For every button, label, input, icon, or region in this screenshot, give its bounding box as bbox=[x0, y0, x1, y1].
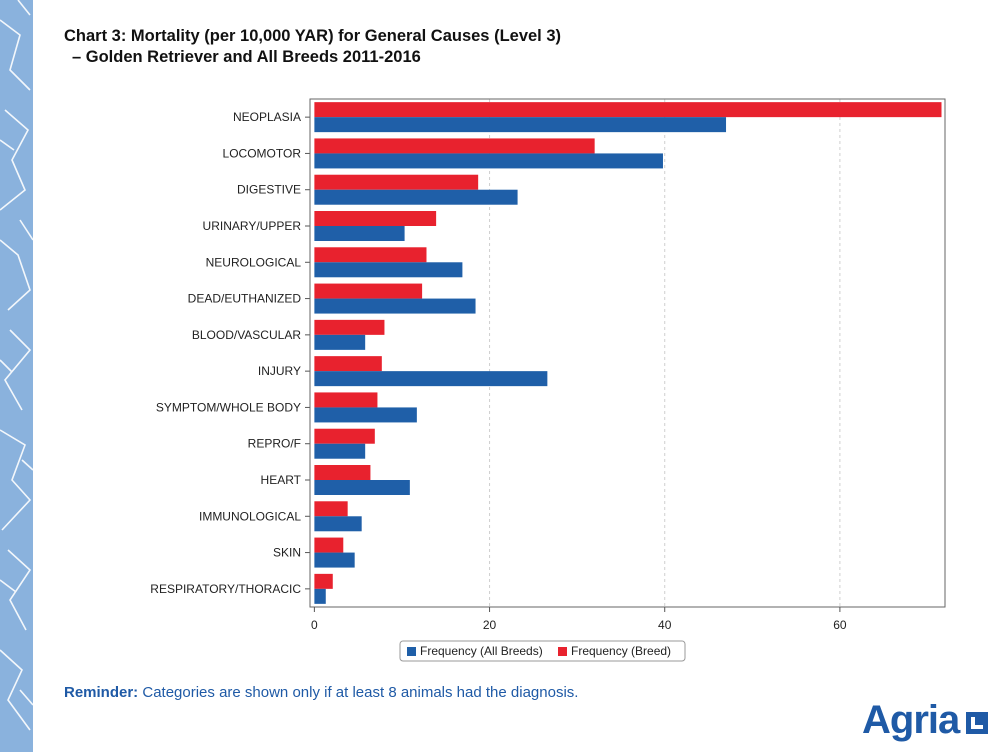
y-tick-label-heart: HEART bbox=[261, 473, 302, 487]
bar-breed-blood-vascular bbox=[314, 319, 385, 335]
legend-box bbox=[399, 640, 686, 662]
bar-all-breeds-dead-euthanized bbox=[314, 298, 476, 314]
y-tick-label-respiratory-thoracic: RESPIRATORY/THORACIC bbox=[150, 582, 301, 596]
chart-subtitle: – Golden Retriever and All Breeds 2011-2… bbox=[72, 48, 421, 66]
bar-all-breeds-respiratory-thoracic bbox=[314, 588, 326, 604]
y-tick-label-locomotor: LOCOMOTOR bbox=[223, 146, 302, 160]
reminder-text: Categories are shown only if at least 8 … bbox=[142, 684, 579, 701]
x-tick-label-0: 0 bbox=[311, 618, 318, 632]
y-tick-label-neurological: NEUROLOGICAL bbox=[206, 255, 302, 269]
reminder-note: Reminder: Categories are shown only if a… bbox=[64, 684, 578, 701]
y-tick-label-skin: SKIN bbox=[273, 546, 301, 560]
bar-all-breeds-blood-vascular bbox=[314, 334, 366, 350]
logo-mark-icon bbox=[966, 712, 988, 734]
decorative-side-strip bbox=[0, 0, 33, 752]
bar-breed-skin bbox=[314, 537, 344, 553]
bar-breed-heart bbox=[314, 465, 371, 480]
bar-breed-injury bbox=[314, 356, 382, 372]
chart-title-block: Chart 3: Mortality (per 10,000 YAR) for … bbox=[64, 26, 764, 68]
bar-all-breeds-skin bbox=[314, 552, 355, 568]
y-tick-label-blood-vascular: BLOOD/VASCULAR bbox=[192, 328, 301, 342]
bar-all-breeds-symptom-whole-body bbox=[314, 407, 417, 423]
bar-breed-neoplasia bbox=[314, 102, 942, 118]
y-tick-label-immunological: IMMUNOLOGICAL bbox=[199, 509, 301, 523]
bar-all-breeds-locomotor bbox=[314, 153, 663, 169]
bar-breed-digestive bbox=[314, 174, 479, 190]
y-tick-label-urinary-upper: URINARY/UPPER bbox=[203, 219, 302, 233]
y-tick-label-injury: INJURY bbox=[258, 364, 301, 378]
bar-all-breeds-immunological bbox=[314, 516, 362, 532]
x-tick-label-60: 60 bbox=[833, 618, 847, 632]
bar-breed-dead-euthanized bbox=[314, 283, 423, 299]
reminder-label: Reminder: bbox=[64, 684, 139, 701]
logo-text: Agria bbox=[862, 698, 960, 742]
bar-all-breeds-heart bbox=[314, 480, 410, 495]
chart-title: Chart 3: Mortality (per 10,000 YAR) for … bbox=[64, 27, 562, 45]
bar-all-breeds-digestive bbox=[314, 189, 518, 205]
y-tick-label-repro-f: REPRO/F bbox=[248, 437, 301, 451]
bar-breed-urinary-upper bbox=[314, 211, 437, 226]
bar-breed-immunological bbox=[314, 501, 348, 517]
bar-all-breeds-neoplasia bbox=[314, 117, 727, 133]
agria-logo: Agria bbox=[862, 698, 992, 746]
legend-swatch-all-breeds bbox=[407, 647, 416, 656]
bar-all-breeds-urinary-upper bbox=[314, 226, 405, 241]
bar-all-breeds-injury bbox=[314, 371, 548, 387]
bar-all-breeds-neurological bbox=[314, 262, 463, 278]
y-tick-label-neoplasia: NEOPLASIA bbox=[233, 110, 301, 124]
bar-breed-neurological bbox=[314, 247, 427, 263]
legend-label-breed: Frequency (Breed) bbox=[571, 644, 671, 658]
bar-all-breeds-repro-f bbox=[314, 443, 366, 459]
y-tick-label-dead-euthanized: DEAD/EUTHANIZED bbox=[188, 292, 302, 306]
legend-label-all-breeds: Frequency (All Breeds) bbox=[420, 644, 543, 658]
y-tick-label-symptom-whole-body: SYMPTOM/WHOLE BODY bbox=[156, 400, 301, 414]
x-tick-label-40: 40 bbox=[658, 618, 672, 632]
x-tick-label-20: 20 bbox=[483, 618, 497, 632]
bar-breed-respiratory-thoracic bbox=[314, 573, 333, 589]
bar-breed-symptom-whole-body bbox=[314, 392, 378, 408]
bar-chart: NEOPLASIA LOCOMOTOR DIGESTIVE URINARY/UPPER… bbox=[150, 98, 946, 662]
bar-breed-repro-f bbox=[314, 428, 375, 444]
plot-frame bbox=[309, 98, 946, 608]
bar-breed-locomotor bbox=[314, 138, 595, 154]
legend-swatch-breed bbox=[558, 647, 567, 656]
y-tick-label-digestive: DIGESTIVE bbox=[237, 183, 301, 197]
